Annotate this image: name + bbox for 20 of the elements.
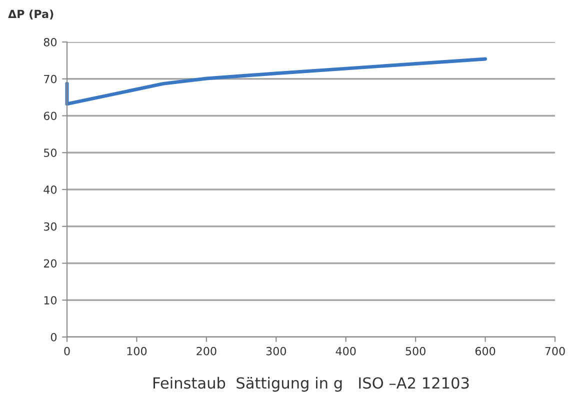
- x-tick-label: 200: [196, 346, 216, 356]
- y-tick-label: 0: [50, 332, 57, 342]
- x-tick-label: 400: [336, 346, 356, 356]
- y-tick-label: 80: [44, 38, 57, 46]
- y-axis-title: ΔP (Pa): [8, 10, 54, 20]
- y-tick-label: 70: [44, 74, 57, 84]
- x-tick-label: 700: [545, 346, 565, 356]
- y-tick-label: 60: [44, 112, 57, 120]
- line-series: [65, 57, 488, 106]
- x-tick-label: 500: [406, 346, 426, 356]
- y-tick-label: 40: [44, 185, 57, 194]
- y-tick-label: 30: [44, 222, 57, 231]
- x-axis-title: Feinstaub Sättigung in g ISO –A2 12103: [154, 376, 469, 392]
- x-tick-label: 600: [475, 346, 496, 356]
- y-tick-label: 20: [44, 259, 57, 268]
- x-tick-label: 0: [64, 346, 70, 356]
- x-tick-label: 300: [266, 346, 286, 356]
- x-tick-label: 100: [127, 346, 147, 356]
- y-tick-label: 10: [44, 296, 57, 305]
- y-tick-label: 50: [44, 148, 57, 158]
